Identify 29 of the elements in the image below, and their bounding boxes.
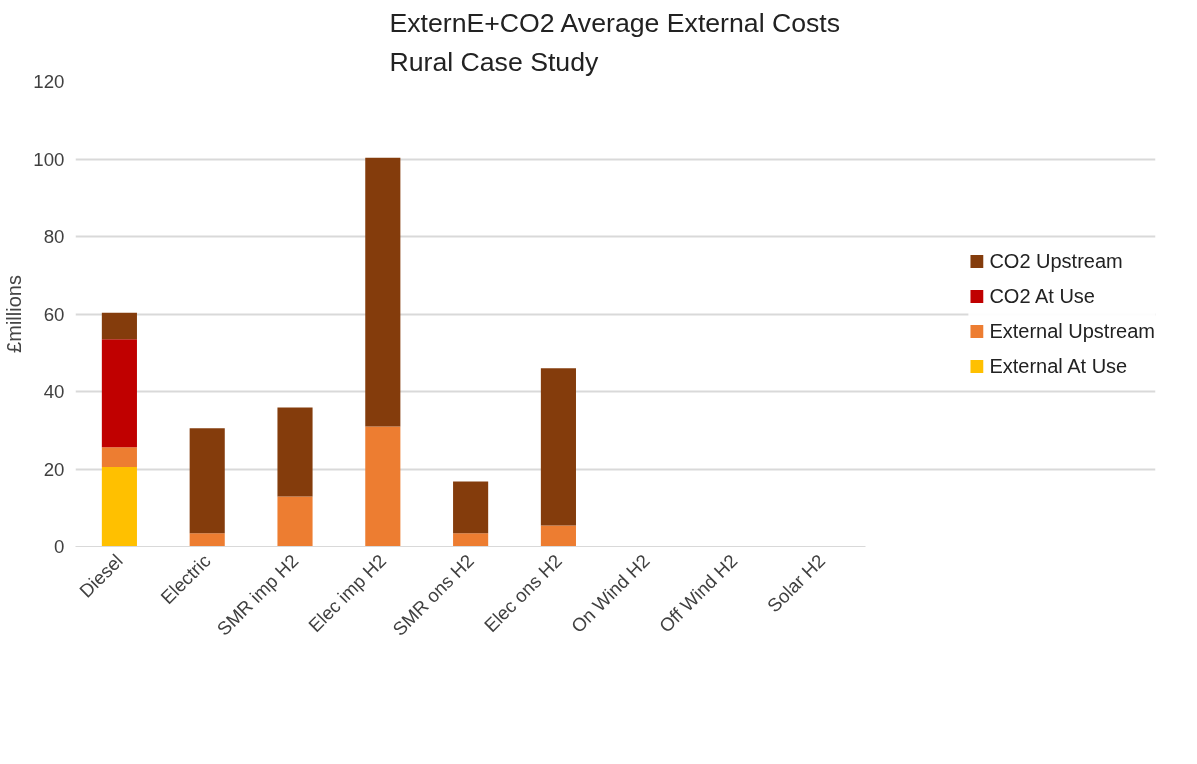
bar: [453, 533, 489, 547]
x-tick-label: Elec imp H2: [304, 550, 391, 637]
bar: [277, 407, 313, 497]
x-tick-label: Elec ons H2: [479, 550, 566, 637]
bar: [277, 496, 313, 547]
bar: [101, 339, 137, 448]
y-tick-label: 80: [43, 226, 65, 247]
bar: [540, 368, 576, 526]
y-axis-title: £millions: [3, 275, 26, 353]
bar: [365, 157, 401, 427]
y-tick-label: 60: [43, 303, 65, 325]
bar: [101, 447, 137, 468]
legend-label: External Upstream: [989, 319, 1155, 343]
chart-title: ExternE+CO2 Average External Costs Rural Case Study: [389, 7, 841, 77]
bar: [101, 312, 137, 340]
y-tick-label: 20: [43, 458, 65, 480]
legend-label: External At Use: [989, 354, 1128, 378]
bar: [540, 525, 576, 547]
y-tick-label: 100: [33, 148, 65, 170]
bar: [365, 426, 401, 547]
y-tick-label: 0: [54, 536, 65, 557]
y-tick-label: 40: [43, 381, 65, 402]
legend-label: CO2 Upstream: [989, 249, 1123, 273]
bar: [189, 428, 225, 534]
bar: [101, 467, 137, 547]
legend-label: CO2 At Use: [989, 284, 1095, 308]
bar: [189, 533, 225, 547]
y-tick-label: 120: [33, 71, 65, 92]
bar: [453, 481, 489, 534]
